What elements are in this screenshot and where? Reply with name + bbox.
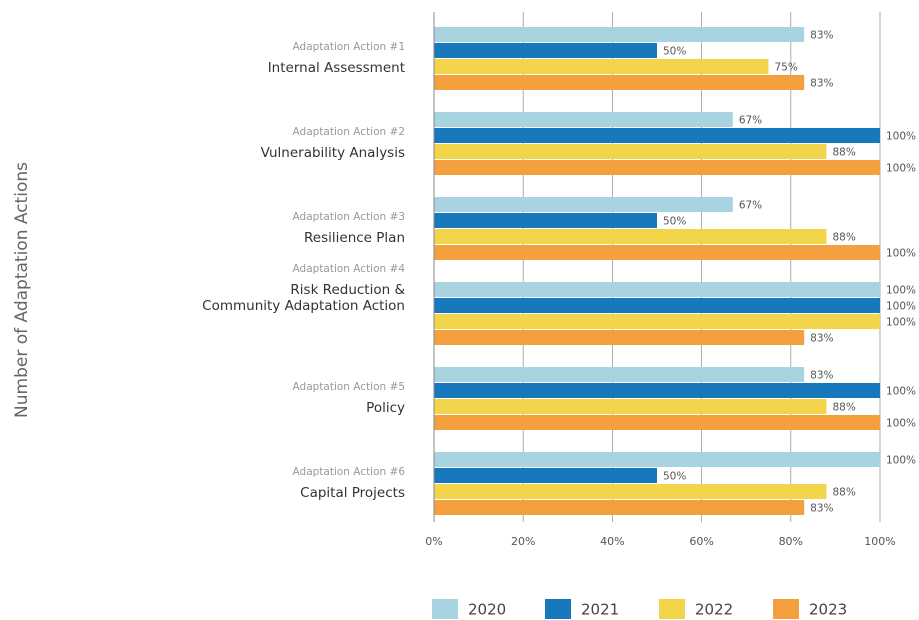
legend-swatch bbox=[773, 599, 799, 619]
category-label: Internal Assessment bbox=[268, 60, 405, 76]
bar bbox=[434, 27, 805, 42]
category-group-label: Adaptation Action #1 bbox=[293, 41, 405, 53]
legend-swatch bbox=[659, 599, 685, 619]
bar bbox=[434, 213, 657, 228]
value-label: 83% bbox=[810, 333, 833, 345]
category-label: Capital Projects bbox=[300, 485, 405, 501]
bar bbox=[434, 399, 827, 414]
bar bbox=[434, 484, 827, 499]
value-label: 67% bbox=[739, 115, 762, 127]
bar bbox=[434, 314, 880, 329]
category-label: Vulnerability Analysis bbox=[261, 145, 405, 161]
value-label: 100% bbox=[886, 317, 916, 329]
value-label: 100% bbox=[886, 163, 916, 175]
bar bbox=[434, 245, 880, 260]
legend-label: 2021 bbox=[581, 601, 619, 619]
bar bbox=[434, 59, 769, 74]
x-tick-label: 60% bbox=[689, 535, 713, 548]
value-label: 100% bbox=[886, 285, 916, 297]
value-label: 88% bbox=[832, 402, 855, 414]
x-tick-label: 20% bbox=[511, 535, 535, 548]
category-group-label: Adaptation Action #3 bbox=[293, 211, 405, 223]
legend-swatch bbox=[432, 599, 458, 619]
value-label: 50% bbox=[663, 46, 686, 58]
x-tick-label: 80% bbox=[779, 535, 803, 548]
bar bbox=[434, 468, 657, 483]
value-label: 100% bbox=[886, 418, 916, 430]
y-axis-title: Number of Adaptation Actions bbox=[12, 162, 32, 418]
bar bbox=[434, 330, 805, 345]
bar bbox=[434, 128, 880, 143]
bar bbox=[434, 452, 880, 467]
value-label: 100% bbox=[886, 131, 916, 143]
category-group-label: Adaptation Action #6 bbox=[293, 466, 406, 478]
legend-label: 2020 bbox=[468, 601, 506, 619]
bar bbox=[434, 383, 880, 398]
bar bbox=[434, 75, 805, 90]
value-label: 75% bbox=[775, 62, 798, 74]
category-group-label: Adaptation Action #2 bbox=[293, 126, 405, 138]
category-group-label: Adaptation Action #4 bbox=[293, 263, 406, 275]
value-label: 88% bbox=[832, 232, 855, 244]
category-label: Resilience Plan bbox=[304, 230, 405, 246]
value-label: 50% bbox=[663, 216, 686, 228]
category-group-label: Adaptation Action #5 bbox=[293, 381, 405, 393]
value-label: 88% bbox=[832, 147, 855, 159]
bar bbox=[434, 112, 733, 127]
bar bbox=[434, 43, 657, 58]
legend-label: 2023 bbox=[809, 601, 847, 619]
x-tick-label: 0% bbox=[425, 535, 442, 548]
bar bbox=[434, 160, 880, 175]
category-label: Risk Reduction & Community Adaptation Act… bbox=[202, 282, 405, 314]
category-label-line: Risk Reduction & bbox=[290, 282, 405, 298]
category-label-line: Community Adaptation Action bbox=[202, 298, 405, 314]
category-label: Policy bbox=[366, 400, 405, 416]
value-label: 88% bbox=[832, 487, 855, 499]
bar bbox=[434, 197, 733, 212]
bar bbox=[434, 500, 805, 515]
value-label: 50% bbox=[663, 471, 686, 483]
bar bbox=[434, 144, 827, 159]
value-label: 100% bbox=[886, 455, 916, 467]
bar bbox=[434, 282, 880, 297]
x-tick-label: 40% bbox=[600, 535, 624, 548]
bar bbox=[434, 367, 805, 382]
value-label: 83% bbox=[810, 370, 833, 382]
legend-label: 2022 bbox=[695, 601, 733, 619]
value-label: 83% bbox=[810, 78, 833, 90]
value-label: 83% bbox=[810, 30, 833, 42]
x-tick-label: 100% bbox=[864, 535, 895, 548]
bar bbox=[434, 415, 880, 430]
bar bbox=[434, 229, 827, 244]
bar bbox=[434, 298, 880, 313]
value-label: 83% bbox=[810, 503, 833, 515]
value-label: 100% bbox=[886, 248, 916, 260]
value-label: 100% bbox=[886, 386, 916, 398]
value-label: 67% bbox=[739, 200, 762, 212]
legend-swatch bbox=[545, 599, 571, 619]
value-label: 100% bbox=[886, 301, 916, 313]
